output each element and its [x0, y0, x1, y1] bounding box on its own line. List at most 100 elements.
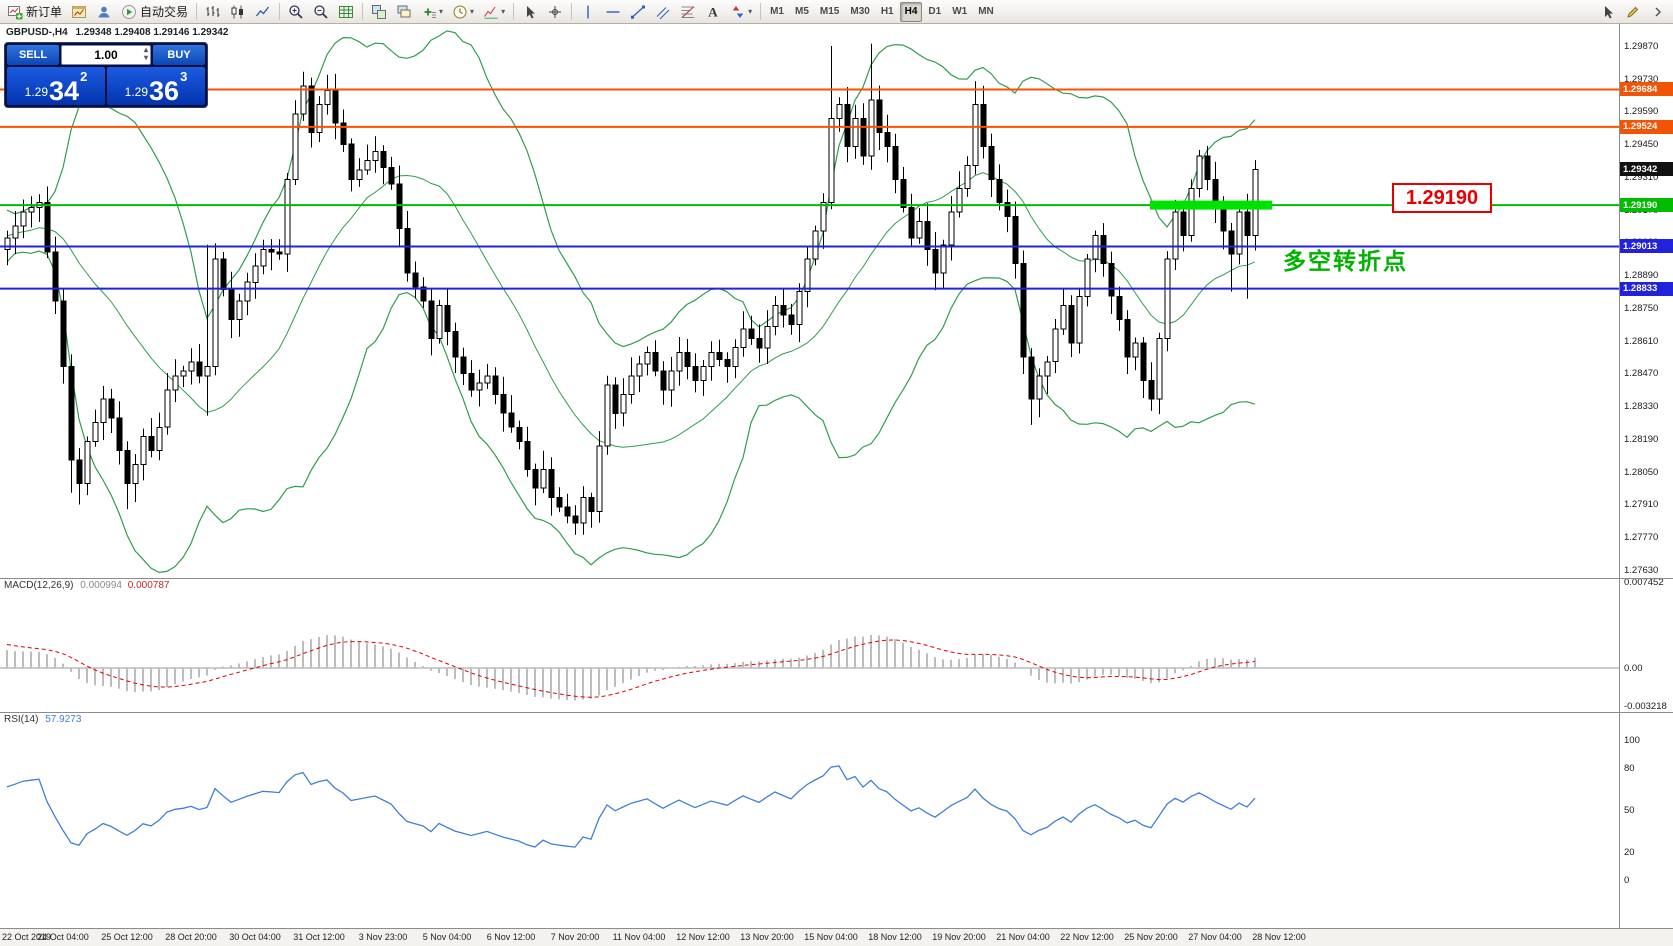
clock-icon [453, 5, 467, 18]
macd-panel-separator[interactable] [0, 578, 1673, 579]
charts-window-button[interactable] [67, 1, 91, 23]
buy-price-pips: 36 [149, 76, 180, 106]
axis-label-support-lower[interactable]: 1.28833 [1620, 281, 1673, 296]
price-callout-box[interactable]: 1.29190 [1392, 183, 1492, 213]
periods-button[interactable]: ▾ [448, 1, 478, 23]
zoom-in-button[interactable] [284, 1, 308, 23]
price-tick-label: 1.27910 [1624, 499, 1659, 511]
macd-indicator-label: MACD(12,26,9) 0.000994 0.000787 [4, 580, 169, 591]
sell-button[interactable]: SELL [7, 45, 59, 65]
axis-label-key-level[interactable]: 1.29190 [1620, 198, 1673, 213]
pointer-tool-button[interactable] [1596, 1, 1620, 23]
buy-price-display[interactable]: 1.29 36 3 [107, 67, 205, 105]
axis-label-resistance-lower[interactable]: 1.29524 [1620, 119, 1673, 134]
channel-button[interactable] [651, 1, 675, 23]
chart-ohlc-values: 1.29348 1.29408 1.29146 1.29342 [75, 27, 229, 38]
arrows-button[interactable]: ▾ [726, 1, 756, 23]
arrows-icon [732, 5, 744, 18]
toolbar-separator [279, 3, 281, 20]
sell-price-display[interactable]: 1.29 34 2 [7, 67, 105, 105]
volume-spin-arrows[interactable]: ▴ ▾ [144, 46, 148, 62]
candlesticks [4, 43, 1259, 535]
horizontal-line-button[interactable] [601, 1, 625, 23]
text-label-button[interactable]: A [701, 1, 725, 23]
time-axis-label: 15 Nov 04:00 [804, 932, 858, 942]
auto-scroll-button[interactable] [334, 1, 358, 23]
timeframe-m1[interactable]: M1 [770, 6, 784, 17]
timeframe-h4[interactable]: H4 [899, 1, 923, 22]
dropdown-caret-icon: ▾ [748, 7, 753, 16]
one-click-trading-panel: SELL 1.00 ▴ ▾ BUY 1.29 34 2 1.29 36 3 [4, 42, 208, 108]
buy-price-point: 3 [180, 69, 188, 84]
timeframe-mn[interactable]: MN [978, 6, 994, 17]
cursor-button[interactable] [518, 1, 542, 23]
rsi-panel-canvas[interactable] [0, 712, 1619, 928]
timeframe-m15[interactable]: M15 [819, 6, 840, 17]
axis-label-resistance-upper[interactable]: 1.29684 [1620, 82, 1673, 97]
rsi-axis-label: 20 [1624, 847, 1635, 858]
price-chart-canvas[interactable] [0, 24, 1619, 578]
time-axis-label: 6 Nov 12:00 [486, 932, 536, 942]
macd-signal-line [6, 639, 1256, 698]
axis-label-current-price: 1.29342 [1620, 162, 1673, 177]
timeframe-h1[interactable]: H1 [880, 6, 894, 17]
line-chart-button[interactable] [251, 1, 275, 23]
autotrading-button[interactable]: 自动交易 [117, 1, 192, 23]
volume-spinner[interactable]: 1.00 ▴ ▾ [61, 45, 151, 65]
timeframe-m5[interactable]: M5 [795, 6, 809, 17]
rsi-axis-label: 80 [1624, 763, 1635, 774]
volume-down-icon[interactable]: ▾ [143, 53, 148, 62]
time-axis-label: 13 Nov 20:00 [740, 932, 794, 942]
key-level-highlight-bar[interactable] [1150, 200, 1272, 210]
crosshair-icon [549, 5, 562, 18]
fibonacci-button[interactable] [676, 1, 700, 23]
trendline-button[interactable] [626, 1, 650, 23]
vertical-line-button[interactable] [576, 1, 600, 23]
time-axis[interactable]: 22 Oct 2019 24 Oct 04:00 25 Oct 12:00 28 Oc… [0, 928, 1673, 946]
rsi-line [6, 765, 1256, 848]
time-axis-label: 21 Nov 04:00 [996, 932, 1050, 942]
text-icon: A [708, 4, 718, 19]
rsi-panel-separator[interactable] [0, 712, 1673, 713]
volume-up-icon[interactable]: ▴ [143, 45, 148, 54]
axis-label-support-upper[interactable]: 1.29013 [1620, 239, 1673, 254]
svg-text:A: A [708, 4, 718, 19]
buy-button[interactable]: BUY [153, 45, 205, 65]
price-tick-label: 1.29450 [1624, 139, 1659, 151]
time-axis-label: 28 Oct 20:00 [165, 932, 217, 942]
toolbar-right-group [1596, 1, 1670, 23]
cascade-windows-button[interactable] [392, 1, 416, 23]
new-order-button[interactable]: 新订单 [3, 1, 66, 23]
zoom-out-button[interactable] [309, 1, 333, 23]
channel-icon [656, 6, 670, 19]
macd-panel-canvas[interactable] [0, 578, 1619, 712]
vline-icon [587, 5, 589, 18]
rsi-axis-label: 0 [1624, 875, 1630, 886]
timeframe-d1[interactable]: D1 [928, 6, 942, 17]
pencil-tool-button[interactable] [1621, 1, 1645, 23]
bar-chart-button[interactable] [201, 1, 225, 23]
new-order-icon [8, 5, 23, 19]
price-tick-label: 1.29590 [1624, 106, 1659, 118]
timeframe-m30[interactable]: M30 [850, 6, 870, 17]
macd-main-value: 0.000994 [80, 580, 122, 591]
tile-windows-button[interactable] [367, 1, 391, 23]
volume-value[interactable]: 1.00 [94, 48, 118, 62]
trendline-icon [631, 5, 646, 19]
macd-signal-value: 0.000787 [127, 580, 170, 591]
profiles-button[interactable] [92, 1, 116, 23]
timeframe-w1[interactable]: W1 [952, 6, 968, 17]
price-tick-label: 1.28330 [1624, 401, 1659, 413]
toolbar-overflow-button[interactable] [1646, 1, 1670, 23]
candles-icon [231, 5, 244, 18]
time-axis-label: 28 Nov 12:00 [1252, 932, 1306, 942]
time-axis-label: 18 Nov 12:00 [868, 932, 922, 942]
price-tick-label: 1.28890 [1624, 270, 1659, 282]
new-chart-button[interactable]: ▾ [417, 1, 447, 23]
crosshair-button[interactable] [543, 1, 567, 23]
pencil-icon [1627, 6, 1639, 18]
toolbar-separator [760, 3, 762, 20]
candlestick-chart-button[interactable] [226, 1, 250, 23]
indicators-button[interactable]: ▾ [479, 1, 509, 23]
price-axis[interactable]: 1.29870 1.29730 1.29590 1.29450 1.29310 1.291… [1619, 24, 1673, 928]
